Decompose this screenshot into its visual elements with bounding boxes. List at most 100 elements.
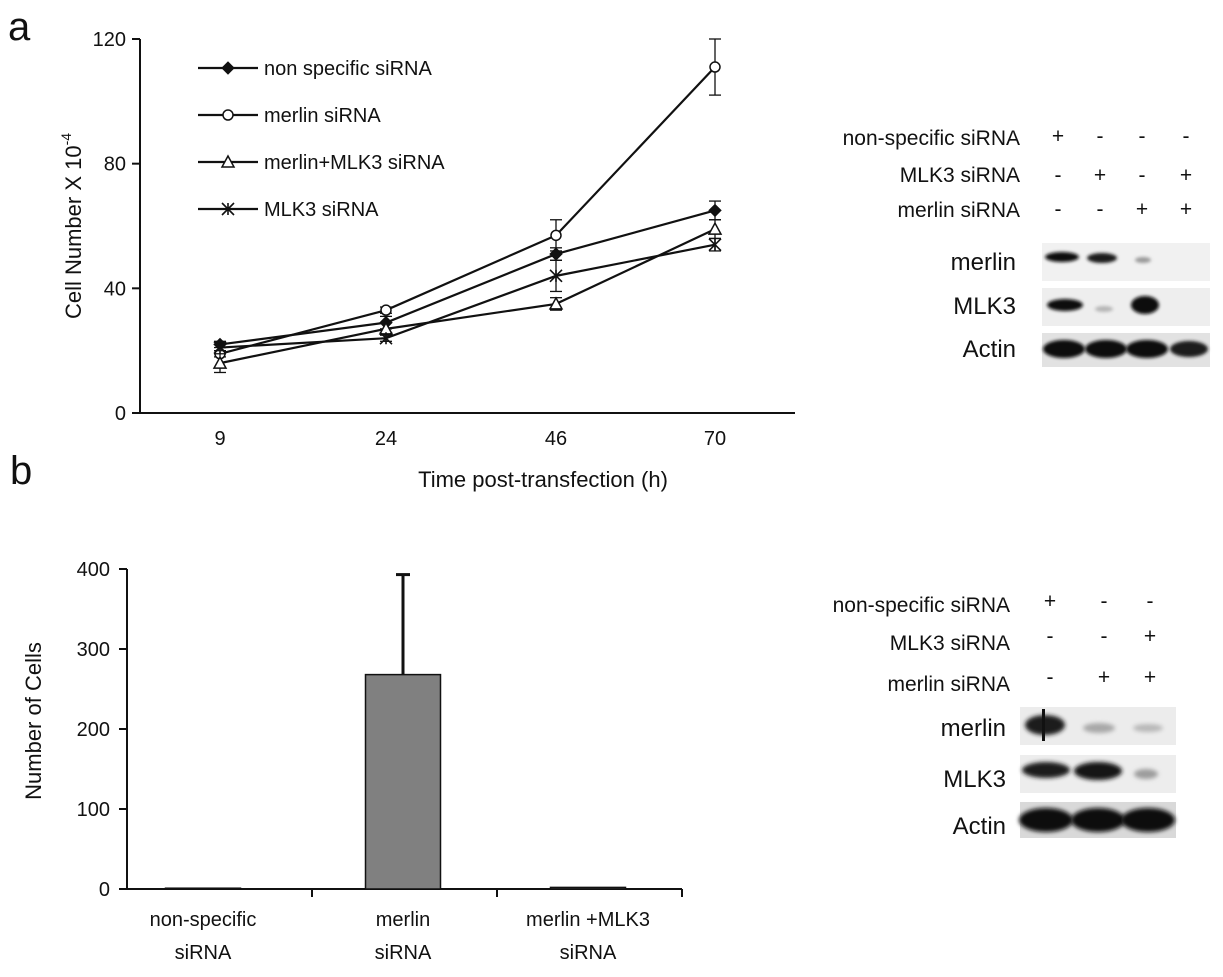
blot-b-sign: + — [1098, 666, 1110, 689]
blot-a-sign: + — [1180, 164, 1192, 187]
line-y-axis-title-exponent: -4 — [58, 133, 74, 146]
line-series-path — [219, 66, 716, 355]
line-x-axis-title: Time post-transfection (h) — [418, 467, 668, 492]
blot-b-band-label: merlin — [941, 715, 1006, 742]
blot-b-condition-label: MLK3 siRNA — [890, 632, 1010, 655]
line-series — [213, 237, 722, 355]
bar — [364, 673, 442, 890]
bar-x-tick-label: non-specific — [150, 909, 257, 931]
bar-y-tick-label: 0 — [99, 879, 110, 901]
blot-b-sign: + — [1144, 625, 1156, 648]
blot-a-mlk3-strip — [1042, 288, 1210, 326]
bar-x-ticks: non-specific siRNA merlin siRNA merlin +MLK3… — [150, 889, 683, 964]
blot-band — [1135, 257, 1151, 263]
line-series-path — [219, 243, 716, 349]
blot-a-sign: - — [1139, 164, 1146, 187]
blot-band — [1074, 762, 1122, 780]
bar-chart: Number of Cells 0 100 200 300 400 non-specif… — [21, 559, 683, 964]
legend-item: merlin siRNA — [198, 105, 381, 127]
line-point — [222, 109, 234, 121]
blot-a-sign: - — [1097, 198, 1104, 221]
blot-a-band-label: Actin — [963, 336, 1016, 363]
blot-b-condition-label: merlin siRNA — [887, 673, 1010, 696]
line-y-tick-label: 120 — [93, 29, 126, 51]
bar-y-tick-label: 100 — [77, 799, 110, 821]
line-point — [708, 203, 722, 218]
line-chart-axes — [139, 39, 795, 414]
line-x-tick-label: 70 — [704, 428, 726, 450]
blot-band — [1126, 340, 1168, 358]
bar — [164, 887, 242, 890]
blot-b-mlk3-strip — [1020, 755, 1176, 793]
line-series — [214, 38, 721, 360]
line-x-tick-label: 9 — [214, 428, 225, 450]
line-x-tick-label: 24 — [375, 428, 397, 450]
bar-x-tick-label: merlin — [376, 909, 430, 931]
blot-a-condition-label: merlin siRNA — [897, 199, 1020, 222]
bar-x-tick-label: siRNA — [175, 942, 232, 964]
line-point — [221, 61, 235, 75]
blot-a-condition-label: MLK3 siRNA — [900, 164, 1020, 187]
legend-item: non specific siRNA — [198, 58, 433, 80]
blot-a-sign: + — [1136, 198, 1148, 221]
blot-band — [1022, 762, 1070, 778]
line-point — [549, 269, 563, 283]
blot-band — [1133, 724, 1163, 732]
blot-a-sign: - — [1183, 125, 1190, 148]
bar-x-tick-label: merlin +MLK3 — [526, 909, 650, 931]
blot-band — [1134, 769, 1158, 779]
legend-item: merlin+MLK3 siRNA — [198, 152, 445, 174]
blot-band — [1085, 340, 1127, 358]
bar-x-tick-label: siRNA — [560, 942, 617, 964]
blot-b-sign: - — [1047, 666, 1054, 689]
line-series-group — [212, 38, 723, 374]
line-series-path — [219, 228, 716, 365]
blot-a-sign: + — [1180, 198, 1192, 221]
blot-band — [1071, 808, 1125, 832]
line-point — [379, 331, 393, 345]
blot-b-band-label: Actin — [953, 813, 1006, 840]
legend-label: non specific siRNA — [264, 58, 433, 80]
blot-b-sign: - — [1101, 625, 1108, 648]
line-point — [380, 304, 392, 316]
blot-band — [1170, 341, 1208, 357]
line-series — [213, 200, 722, 352]
blot-a-sign: + — [1094, 164, 1106, 187]
blot-b-sign: - — [1101, 590, 1108, 613]
line-y-tick-label: 40 — [104, 278, 126, 300]
legend-label: merlin siRNA — [264, 105, 381, 127]
line-legend: non specific siRNA merlin siRNA merlin+MLK… — [198, 58, 445, 221]
bar-y-tick-label: 400 — [77, 559, 110, 581]
line-y-ticks: 0 40 80 120 — [93, 29, 140, 425]
line-x-tick-label: 46 — [545, 428, 567, 450]
blot-b-actin-strip — [1019, 802, 1176, 838]
line-point — [708, 238, 722, 252]
line-point — [707, 221, 723, 235]
line-point — [213, 340, 227, 355]
blot-b-sign: - — [1147, 590, 1154, 613]
blot-band — [1083, 723, 1115, 733]
blot-a-actin-strip — [1042, 333, 1210, 367]
line-chart: Cell Number X 10-4 Time post-transfectio… — [58, 29, 795, 492]
line-y-axis-title: Cell Number X 10-4 — [58, 133, 86, 319]
line-series-path — [219, 209, 716, 346]
legend-item: MLK3 siRNA — [198, 199, 379, 221]
blot-a-condition-label: non-specific siRNA — [843, 127, 1020, 150]
line-y-axis-title-main: Cell Number X 10 — [61, 145, 86, 319]
blot-b-merlin-strip — [1020, 707, 1176, 745]
blot-band — [1047, 299, 1083, 311]
blot-band — [1019, 808, 1073, 832]
panel-letter-a: a — [8, 5, 31, 49]
blot-band — [1095, 306, 1113, 312]
bar-y-tick-label: 200 — [77, 719, 110, 741]
western-blot-b: non-specific siRNA MLK3 siRNA merlin siR… — [833, 590, 1176, 840]
blot-band — [1043, 340, 1085, 358]
line-point — [550, 229, 562, 242]
blot-b-sign: + — [1144, 666, 1156, 689]
blot-a-merlin-strip — [1042, 243, 1210, 281]
blot-a-sign: + — [1052, 125, 1064, 148]
line-point — [220, 154, 236, 168]
blot-a-sign: - — [1055, 198, 1062, 221]
blot-band — [1045, 252, 1079, 262]
